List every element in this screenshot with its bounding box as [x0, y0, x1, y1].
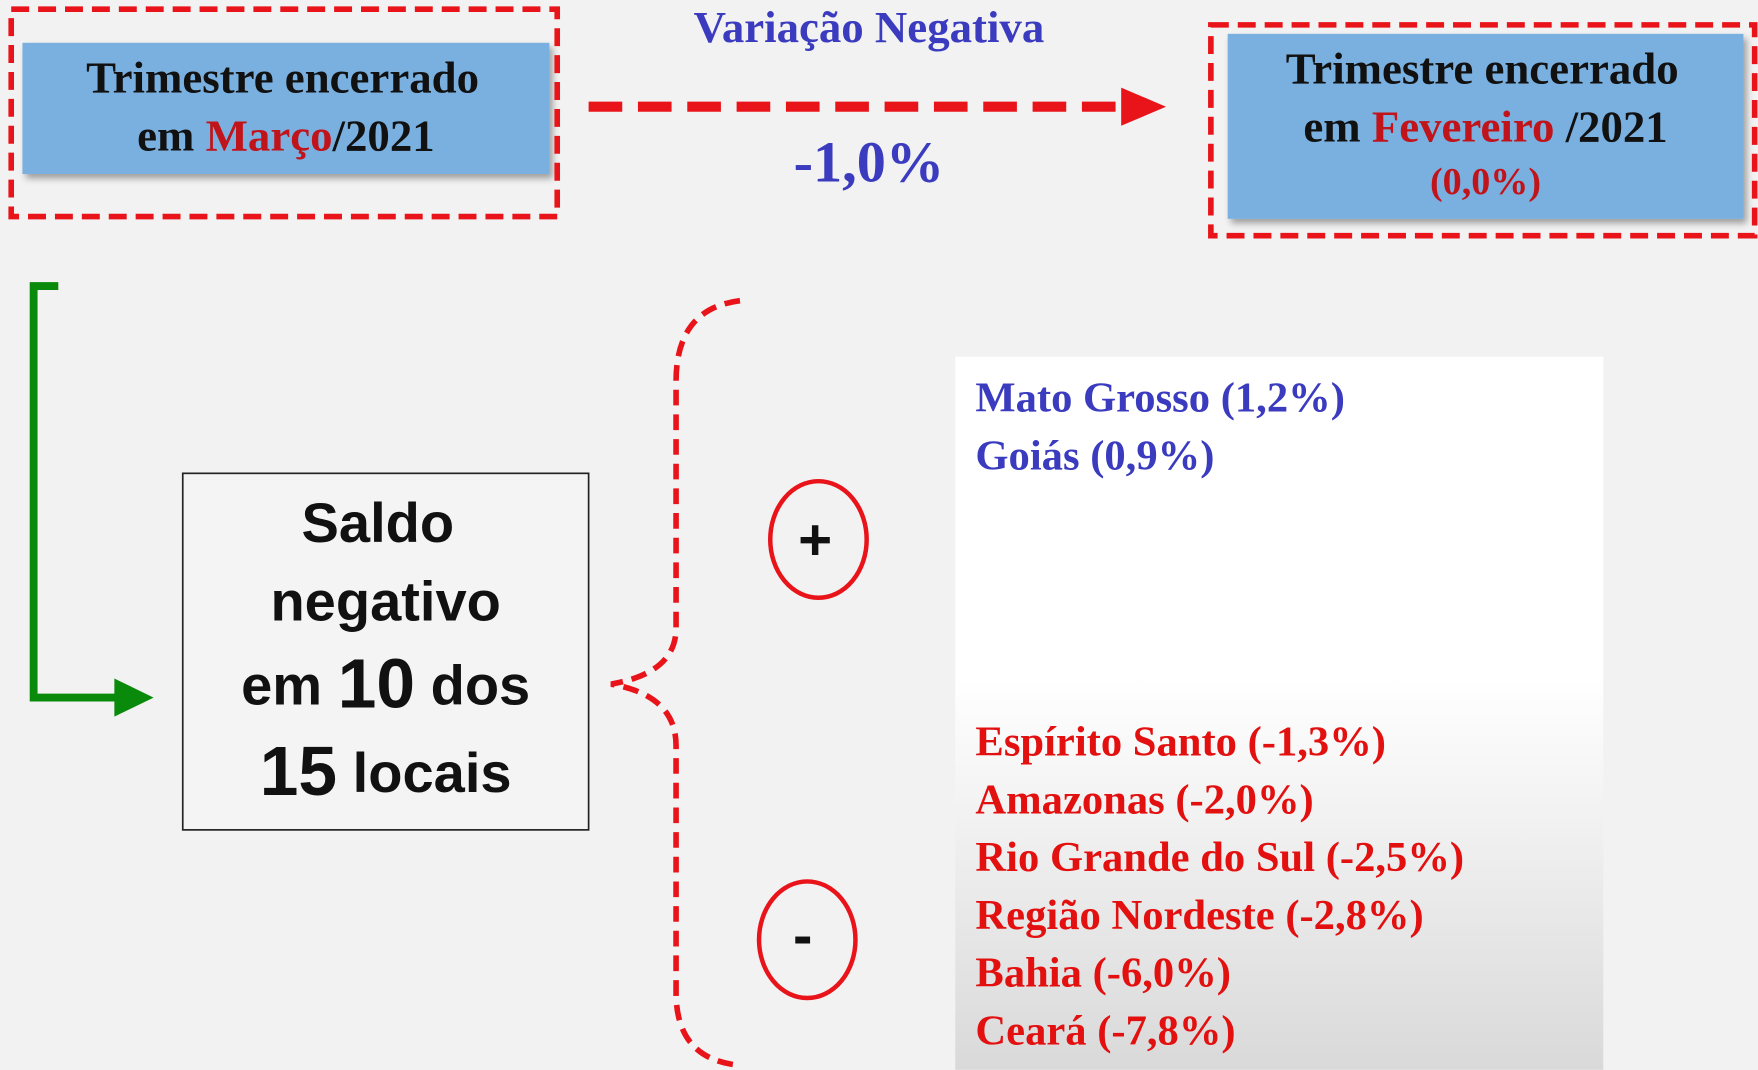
summary-box — [181, 472, 590, 831]
number: 10 — [338, 645, 415, 723]
right-line1: Trimestre encerrado — [1286, 43, 1679, 93]
positive-item: Mato Grosso (1,2%) — [975, 374, 1344, 421]
connector — [29, 282, 118, 702]
summary-line2: negativo — [270, 569, 500, 632]
minus-sign: - — [793, 903, 812, 968]
left-line1: Trimestre encerrado — [86, 52, 479, 102]
right-note: (0,0%) — [1430, 161, 1541, 203]
highlight: Fevereiro — [1372, 102, 1555, 152]
suffix: locais — [337, 741, 511, 804]
summary-line3: em 10 dos — [241, 645, 530, 723]
highlight: Março — [206, 111, 333, 161]
prefix: em — [241, 654, 338, 717]
arrow-value: -1,0% — [794, 130, 945, 195]
minus-circle — [756, 879, 858, 1001]
summary-line4: 15 locais — [260, 733, 512, 811]
negative-item: Região Nordeste (-2,8%) — [975, 892, 1423, 939]
lists: Mato Grosso (1,2%) Goiás (0,9%) Espírito S… — [975, 374, 1464, 1054]
suffix: /2021 — [1554, 102, 1667, 152]
right-frame — [1208, 22, 1758, 239]
right-line2: em Fevereiro /2021 — [1303, 102, 1667, 152]
plus-sign: + — [798, 507, 832, 572]
brace — [610, 297, 741, 1069]
suffix: /2021 — [332, 111, 435, 161]
right-box — [1227, 33, 1744, 219]
number: 15 — [260, 733, 337, 811]
left-line2: em Março/2021 — [137, 111, 435, 161]
negative-item: Espírito Santo (-1,3%) — [975, 719, 1386, 766]
arrow-label: Variação Negativa — [694, 2, 1045, 52]
left-box — [22, 42, 550, 174]
plus-circle — [768, 478, 869, 601]
negative-item: Rio Grande do Sul (-2,5%) — [975, 834, 1464, 881]
negative-item: Amazonas (-2,0%) — [975, 776, 1313, 823]
prefix: em — [137, 111, 205, 161]
negative-item: Bahia (-6,0%) — [975, 950, 1231, 997]
positive-item: Goiás (0,9%) — [975, 433, 1214, 480]
prefix: em — [1303, 102, 1371, 152]
negative-item: Ceará (-7,8%) — [975, 1007, 1235, 1054]
suffix: dos — [415, 654, 530, 717]
left-frame — [8, 6, 561, 220]
connector-head — [114, 678, 154, 717]
summary-line1: Saldo — [302, 491, 455, 554]
arrow-head — [1121, 87, 1167, 126]
list-panel — [955, 356, 1604, 1070]
